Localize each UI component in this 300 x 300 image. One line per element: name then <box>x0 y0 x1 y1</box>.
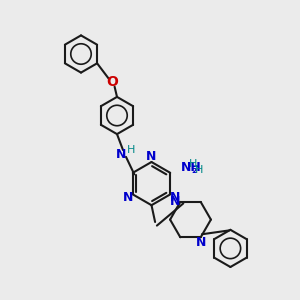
Text: N: N <box>196 236 206 249</box>
Text: N: N <box>170 195 181 208</box>
Text: H: H <box>127 145 135 155</box>
Text: N: N <box>146 150 157 163</box>
Text: NH: NH <box>181 161 202 174</box>
Text: H: H <box>188 159 197 169</box>
Text: N: N <box>170 190 180 204</box>
Text: H: H <box>194 165 203 175</box>
Text: N: N <box>123 190 133 204</box>
Text: ₂: ₂ <box>192 163 197 176</box>
Text: N: N <box>116 148 126 161</box>
Text: O: O <box>106 76 119 89</box>
